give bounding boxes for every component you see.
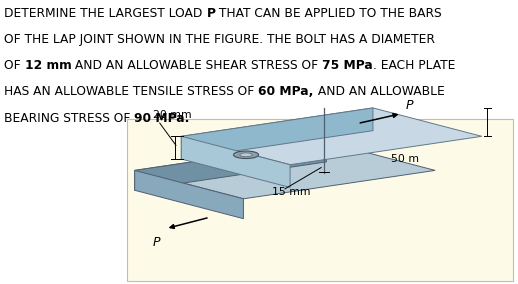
- Text: P: P: [206, 7, 215, 20]
- Polygon shape: [135, 170, 243, 219]
- Polygon shape: [181, 136, 290, 187]
- Text: 20 mm: 20 mm: [153, 110, 192, 120]
- Text: DETERMINE THE LARGEST LOAD: DETERMINE THE LARGEST LOAD: [4, 7, 206, 20]
- Text: P: P: [153, 236, 160, 249]
- Text: 75 MPa: 75 MPa: [322, 59, 373, 72]
- Polygon shape: [135, 142, 435, 199]
- Text: THAT CAN BE APPLIED TO THE BARS: THAT CAN BE APPLIED TO THE BARS: [215, 7, 442, 20]
- Polygon shape: [135, 142, 326, 190]
- Text: 90 MPa.: 90 MPa.: [134, 112, 190, 125]
- Polygon shape: [181, 108, 373, 159]
- Text: OF THE LAP JOINT SHOWN IN THE FIGURE. THE BOLT HAS A DIAMETER: OF THE LAP JOINT SHOWN IN THE FIGURE. TH…: [4, 33, 435, 46]
- Ellipse shape: [234, 151, 258, 158]
- FancyBboxPatch shape: [127, 119, 513, 281]
- Text: BEARING STRESS OF: BEARING STRESS OF: [4, 112, 134, 125]
- Text: OF: OF: [4, 59, 25, 72]
- Ellipse shape: [240, 153, 252, 157]
- Text: P: P: [406, 99, 413, 112]
- Text: . EACH PLATE: . EACH PLATE: [373, 59, 455, 72]
- Text: AND AN ALLOWABLE SHEAR STRESS OF: AND AN ALLOWABLE SHEAR STRESS OF: [71, 59, 322, 72]
- Text: AND AN ALLOWABLE: AND AN ALLOWABLE: [313, 85, 444, 99]
- Text: 50 m: 50 m: [391, 154, 419, 164]
- Text: 12 mm: 12 mm: [25, 59, 71, 72]
- Polygon shape: [181, 108, 482, 165]
- Text: HAS AN ALLOWABLE TENSILE STRESS OF: HAS AN ALLOWABLE TENSILE STRESS OF: [4, 85, 258, 99]
- Text: 15 mm: 15 mm: [272, 187, 310, 197]
- Text: 60 MPa,: 60 MPa,: [258, 85, 313, 99]
